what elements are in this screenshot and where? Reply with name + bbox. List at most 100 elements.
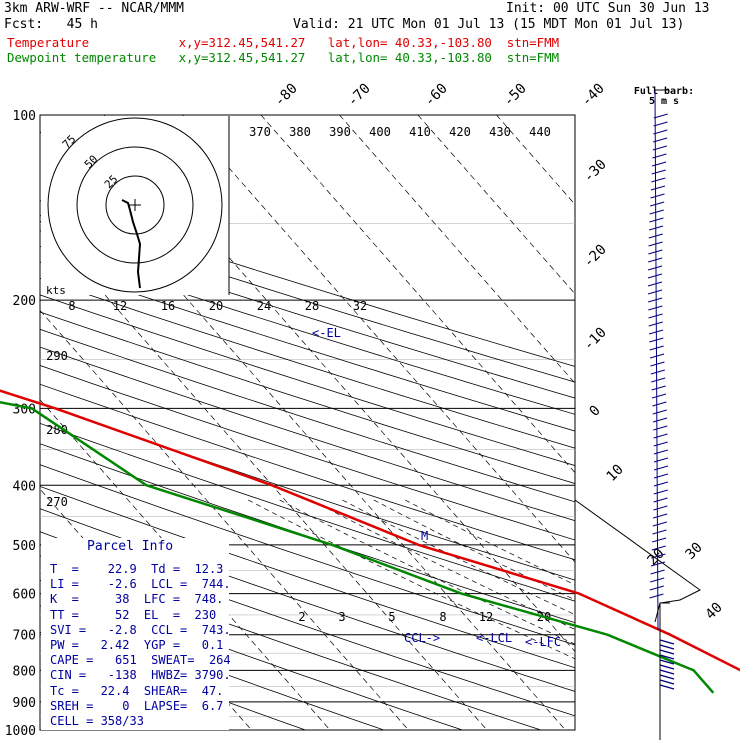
mixing-ratio-label: 2 (298, 610, 305, 624)
wind-barb (648, 305, 663, 311)
parcel-info-row: CAPE = 651 SWEAT= 264 (50, 653, 231, 668)
dry-adiabat-line (40, 508, 575, 692)
parcel-info-row: K = 38 LFC = 748. (50, 592, 224, 607)
isotherm-line (40, 309, 409, 730)
wind-barb (651, 553, 666, 559)
theta-tick-label: 420 (449, 125, 471, 139)
sounding-annotation: <-LFC (525, 635, 561, 649)
chart-header: 3km ARW-WRF -- NCAR/MMM Init: 00 UTC Sun… (0, 0, 740, 70)
hodograph-units-label: kts (46, 284, 66, 297)
isotherm-tick-label: 30 (683, 540, 706, 563)
hodograph-trace (121, 199, 142, 289)
dewpoint-legend: Dewpoint temperature x,y=312.45,541.27 l… (7, 50, 560, 65)
skew-t-grid (39, 114, 576, 731)
moist-adiabat-line (370, 497, 575, 601)
wind-barb (651, 177, 666, 183)
moist-adiabat-line (307, 497, 575, 630)
parcel-info-background (41, 538, 229, 730)
parcel-info-row: PW = 2.42 YGP = 0.1 (50, 638, 224, 652)
pressure-tick-label: 600 (13, 588, 36, 603)
wind-barb (659, 649, 675, 655)
wind-barb (653, 441, 668, 447)
wind-barb (648, 297, 663, 303)
isotherm-line (182, 115, 575, 563)
wind-barb (652, 513, 668, 519)
wind-barb (653, 497, 668, 503)
wind-barb (659, 674, 675, 680)
pressure-tick-label: 200 (13, 294, 36, 309)
wind-barb (649, 585, 664, 591)
pressure-tick-label: 400 (13, 479, 36, 494)
dry-adiabat-line (40, 215, 575, 383)
temperature-profile-line (0, 389, 740, 672)
parcel-info-row: LI = -2.6 LCL = 744. (50, 577, 231, 592)
clipped-grid (40, 115, 575, 730)
wind-barb (648, 313, 663, 319)
isotherm-line (40, 220, 488, 730)
mixing-ratio-label: 5 (388, 610, 395, 624)
sounding-annotation: <-LCL (476, 631, 512, 645)
parcel-info-title: Parcel Info (87, 539, 174, 554)
dry-adiabat-line (40, 422, 575, 602)
hodograph-axis-label: 12 (113, 299, 127, 313)
isotherm-tick-label: 10 (604, 462, 627, 485)
wind-barb (659, 659, 675, 665)
wind-barbs: Full barb:5 m s (574, 86, 701, 740)
isotherm-line (103, 115, 575, 653)
moist-adiabat-line (401, 497, 575, 586)
wind-barb (653, 433, 668, 439)
wind-barb (648, 249, 663, 255)
mixing-ratio-label: 12 (479, 610, 493, 624)
isotherm-tick-label: -10 (581, 325, 610, 354)
wind-barb (659, 639, 675, 645)
isotherm-tick-label: -60 (422, 81, 451, 110)
isotherm-line (40, 399, 331, 730)
dry-adiabat-line (40, 230, 575, 399)
theta-tick-label: 380 (289, 125, 311, 139)
hodograph-ring (76, 146, 194, 264)
mixing-ratio-label: 3 (338, 610, 345, 624)
parcel-info-row: T = 22.9 Td = 12.3 (50, 562, 224, 576)
wind-barb (653, 449, 669, 455)
wind-barb (651, 545, 666, 551)
dry-adiabat-line (40, 346, 575, 522)
dry-adiabat-line (40, 605, 386, 730)
wind-barb (648, 321, 663, 327)
wind-barb (651, 169, 666, 175)
wind-barb (659, 669, 675, 675)
hodograph-ring (47, 117, 223, 293)
theta-tick-label: 410 (409, 125, 431, 139)
hodograph-axis-label: 8 (68, 299, 75, 313)
wind-barb (652, 401, 667, 407)
wind-barb (649, 201, 665, 207)
wind-barb (651, 377, 666, 383)
wind-barb (659, 654, 675, 660)
theta-tick-label: 390 (329, 125, 351, 139)
dry-adiabat-line (40, 245, 575, 415)
pressure-tick-label: 1000 (5, 724, 36, 739)
dry-adiabat-line (40, 485, 575, 669)
dry-adiabat-line (40, 311, 575, 484)
pressure-tick-label: 700 (13, 629, 36, 644)
sounding-annotation: <-EL (312, 326, 341, 340)
wind-barb (651, 385, 666, 391)
isotherm-tick-label: -50 (501, 81, 530, 110)
parcel-info-row: TT = 52 EL = 230 (50, 607, 217, 622)
wind-barb (647, 273, 663, 279)
wind-barb (652, 537, 667, 543)
theta-tick-label: 370 (249, 125, 271, 139)
wind-barb (652, 417, 668, 423)
dry-adiabat-line (40, 464, 575, 646)
hodograph-axis-label: 32 (353, 299, 367, 313)
wind-barb (659, 664, 675, 670)
wind-barb (651, 393, 667, 399)
sounding-annotation: CCL-> (404, 631, 440, 645)
wind-barb (653, 505, 668, 511)
wind-barb (653, 465, 669, 471)
temperature-legend: Temperature x,y=312.45,541.27 lat,lon= 4… (7, 35, 560, 50)
hodograph-axis-label: 28 (305, 299, 319, 313)
wind-barb (650, 185, 666, 191)
wind-barb (650, 369, 665, 375)
forecast-hour: Fcst: 45 h (4, 17, 98, 32)
